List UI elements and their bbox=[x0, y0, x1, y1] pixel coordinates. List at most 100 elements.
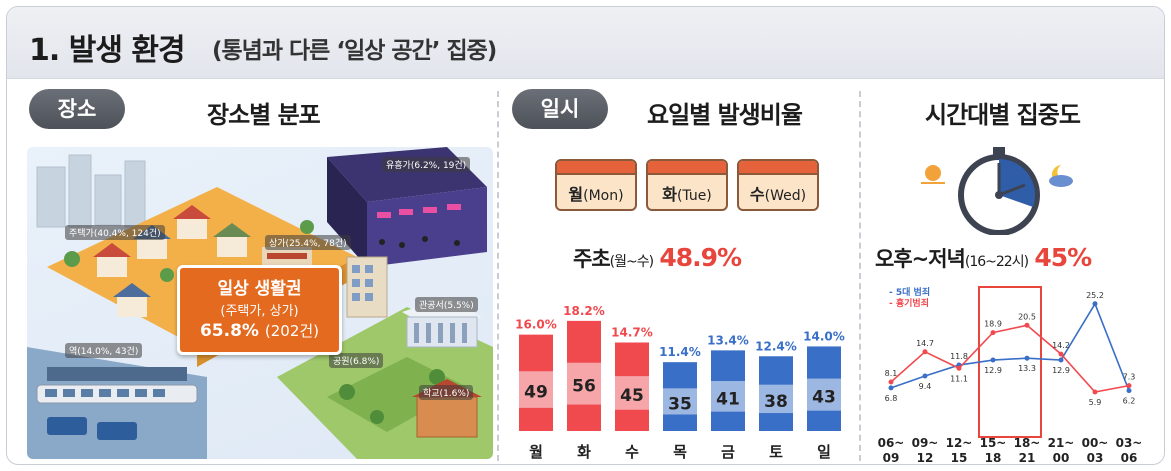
point-value-label: 13.3 bbox=[1018, 364, 1036, 373]
series-point bbox=[990, 330, 996, 336]
x-tick-label: 03 bbox=[1087, 451, 1104, 465]
place-map-illustration: 유흥가(6.2%, 19건) 주택가(40.4%, 124건) 상가(25.4%… bbox=[27, 147, 493, 459]
callout-subtitle: (주택가, 상가) bbox=[220, 304, 299, 319]
bar-percent-label: 14.7% bbox=[611, 326, 653, 340]
series-point bbox=[1126, 383, 1132, 389]
bar-category-label: 금 bbox=[721, 443, 735, 461]
bar-percent-label: 13.4% bbox=[707, 333, 749, 347]
series-point bbox=[1092, 389, 1098, 395]
bar-band-2 bbox=[615, 376, 649, 410]
moon-icon bbox=[1049, 165, 1073, 187]
x-tick-label: 18~ bbox=[1014, 436, 1041, 450]
series-line-0 bbox=[890, 301, 1130, 391]
series-point bbox=[1024, 355, 1030, 361]
bar-band-3 bbox=[663, 388, 697, 415]
page-title: 1. 발생 환경 bbox=[29, 33, 186, 68]
point-value-label: 11.8 bbox=[950, 352, 968, 361]
bar-band-4 bbox=[711, 381, 745, 412]
bar-percent-label: 14.0% bbox=[803, 329, 845, 343]
label-commercial: 상가(25.4%, 78건) bbox=[265, 235, 351, 250]
bar-value-label: 56 bbox=[572, 377, 596, 397]
series-point bbox=[1092, 301, 1098, 307]
x-tick-label: 00 bbox=[1053, 451, 1070, 465]
point-value-label: 7.3 bbox=[1123, 373, 1136, 382]
bar-percent-label: 12.4% bbox=[755, 339, 797, 353]
legend-entry: - 흉기범죄 bbox=[889, 297, 929, 309]
series-point bbox=[1024, 322, 1030, 328]
x-tick-label: 15~ bbox=[980, 436, 1007, 450]
time-title: 시간대별 집중도 bbox=[925, 101, 1081, 129]
bar-value-label: 43 bbox=[812, 388, 836, 408]
x-tick-label: 06~ bbox=[878, 436, 905, 450]
bar-band-1 bbox=[567, 362, 601, 405]
point-value-label: 6.2 bbox=[1123, 397, 1136, 406]
point-value-label: 12.9 bbox=[1052, 366, 1070, 375]
label-park: 공원(6.8%) bbox=[329, 353, 384, 368]
hourly-line-chart: 6.8 9.4 11.8 12.9 13.3 12.9 25.2 6.2 8.1 14.7 11.1… bbox=[878, 286, 1143, 465]
bar-percent-label: 18.2% bbox=[563, 304, 605, 318]
calendar-icon-mon: 월(Mon) bbox=[555, 159, 637, 211]
x-tick-label: 03~ bbox=[1116, 436, 1143, 450]
highlight-box bbox=[978, 286, 1042, 438]
point-value-label: 5.9 bbox=[1089, 398, 1102, 407]
series-line-1 bbox=[890, 324, 1130, 393]
calendar-icon-tue: 화(Tue) bbox=[646, 159, 728, 211]
daily-life-callout: 일상 생활권 (주택가, 상가) 65.8% (202건) bbox=[177, 265, 342, 355]
x-tick-label: 21 bbox=[1019, 451, 1036, 465]
label-station: 역(14.0%, 43건) bbox=[65, 343, 143, 358]
bar-category-label: 일 bbox=[817, 443, 831, 461]
sun-icon bbox=[921, 165, 945, 184]
bar-category-label: 화 bbox=[577, 443, 591, 461]
weekday-bar-chart: 49 16.0% 월 56 18.2% 화 45 14.7% 수 35 11.4% 목 41 13.4% 금… bbox=[515, 304, 845, 461]
series-point bbox=[922, 349, 928, 355]
label-entertainment: 유흥가(6.2%, 19건) bbox=[382, 157, 471, 172]
series-point bbox=[1058, 351, 1064, 357]
series-point bbox=[956, 365, 962, 371]
x-tick-label: 15 bbox=[951, 451, 968, 465]
bar-percent-label: 11.4% bbox=[659, 345, 701, 359]
series-point bbox=[888, 379, 894, 385]
point-value-label: 20.5 bbox=[1018, 312, 1036, 321]
x-tick-label: 09 bbox=[883, 451, 900, 465]
place-pill: 장소 bbox=[29, 89, 125, 129]
point-value-label: 18.9 bbox=[984, 320, 1002, 329]
bar-band-6 bbox=[807, 378, 841, 411]
series-point bbox=[1126, 388, 1132, 394]
bar-band-0 bbox=[519, 371, 553, 408]
day-title: 요일별 발생비율 bbox=[647, 101, 803, 129]
bar-value-label: 35 bbox=[668, 394, 692, 414]
bar-category-label: 목 bbox=[673, 443, 687, 461]
time-headline: 오후~저녁(16~22시) 45% bbox=[875, 243, 1092, 272]
bar-value-label: 49 bbox=[524, 383, 548, 403]
callout-title: 일상 생활권 bbox=[217, 279, 302, 299]
point-value-label: 12.9 bbox=[984, 366, 1002, 375]
bar-category-label: 토 bbox=[769, 443, 783, 461]
section-divider bbox=[859, 91, 861, 461]
clock-icon bbox=[921, 147, 1073, 235]
point-value-label: 14.7 bbox=[916, 339, 934, 348]
section-divider bbox=[497, 91, 499, 461]
x-tick-label: 00~ bbox=[1082, 436, 1109, 450]
page-subtitle: (통념과 다른 ‘일상 공간’ 집중) bbox=[212, 38, 497, 64]
bar-category-label: 수 bbox=[625, 443, 639, 461]
bar-band-5 bbox=[759, 384, 793, 414]
label-residential: 주택가(40.4%, 124건) bbox=[65, 225, 165, 240]
point-value-label: 11.1 bbox=[950, 374, 968, 383]
day-pill: 일시 bbox=[512, 89, 608, 129]
point-value-label: 8.1 bbox=[885, 369, 898, 378]
day-headline: 주초(월~수) 48.9% bbox=[573, 243, 742, 272]
series-point bbox=[990, 357, 996, 363]
calendar-icon-wed: 수(Wed) bbox=[737, 159, 819, 211]
label-school: 학교(1.6%) bbox=[419, 385, 474, 400]
point-value-label: 6.8 bbox=[885, 394, 898, 403]
point-value-label: 9.4 bbox=[919, 382, 932, 391]
series-point bbox=[888, 385, 894, 391]
callout-value: 65.8% (202건) bbox=[199, 321, 320, 341]
series-point bbox=[1058, 357, 1064, 363]
title-bar: 1. 발생 환경 (통념과 다른 ‘일상 공간’ 집중) bbox=[7, 7, 1164, 79]
x-tick-label: 21~ bbox=[1048, 436, 1075, 450]
place-title: 장소별 분포 bbox=[207, 101, 321, 129]
point-value-label: 14.2 bbox=[1052, 341, 1070, 350]
x-tick-label: 18 bbox=[985, 451, 1002, 465]
x-tick-label: 12~ bbox=[946, 436, 973, 450]
